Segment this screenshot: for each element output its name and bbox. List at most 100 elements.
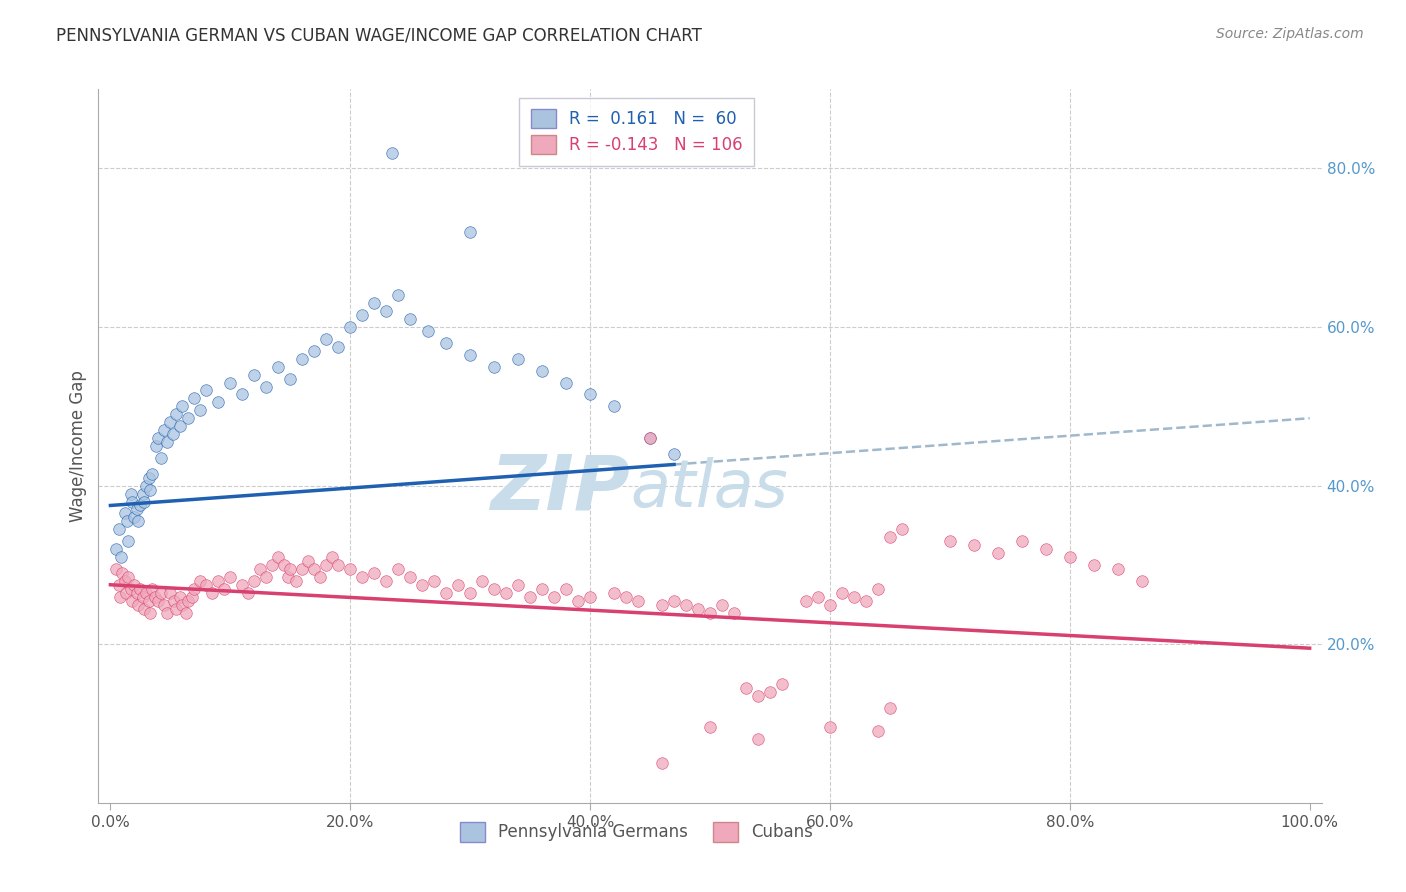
Point bbox=[105, 542, 128, 557]
Point bbox=[963, 538, 986, 552]
Point bbox=[555, 376, 578, 390]
Y-axis label: Wage/Income Gap: Wage/Income Gap bbox=[69, 370, 87, 522]
Point bbox=[315, 558, 337, 572]
Point bbox=[132, 494, 155, 508]
Point bbox=[277, 570, 299, 584]
Point bbox=[219, 570, 242, 584]
Point bbox=[201, 585, 224, 599]
Legend: Pennsylvania Germans, Cubans: Pennsylvania Germans, Cubans bbox=[450, 813, 824, 852]
Point bbox=[273, 558, 295, 572]
Point bbox=[121, 593, 143, 607]
Point bbox=[339, 562, 361, 576]
Point bbox=[183, 392, 205, 406]
Text: atlas: atlas bbox=[630, 457, 789, 521]
Point bbox=[262, 558, 284, 572]
Point bbox=[638, 431, 661, 445]
Point bbox=[614, 590, 637, 604]
Point bbox=[508, 351, 530, 366]
Point bbox=[135, 585, 157, 599]
Point bbox=[121, 494, 143, 508]
Point bbox=[291, 562, 314, 576]
Point bbox=[110, 549, 132, 564]
Point bbox=[447, 578, 470, 592]
Point bbox=[399, 312, 422, 326]
Point bbox=[890, 522, 912, 536]
Point bbox=[278, 371, 301, 385]
Point bbox=[174, 606, 197, 620]
Point bbox=[304, 562, 326, 576]
Point bbox=[699, 721, 721, 735]
Point bbox=[458, 225, 481, 239]
Point bbox=[603, 400, 626, 414]
Point bbox=[866, 724, 889, 739]
Point bbox=[172, 400, 194, 414]
Point bbox=[231, 387, 253, 401]
Point bbox=[145, 439, 167, 453]
Point bbox=[855, 593, 877, 607]
Point bbox=[169, 590, 191, 604]
Point bbox=[747, 732, 769, 747]
Point bbox=[879, 700, 901, 714]
Point bbox=[165, 601, 187, 615]
Point bbox=[471, 574, 494, 588]
Point bbox=[195, 384, 218, 398]
Point bbox=[120, 582, 142, 596]
Point bbox=[238, 585, 260, 599]
Point bbox=[519, 590, 541, 604]
Point bbox=[132, 486, 155, 500]
Point bbox=[125, 585, 148, 599]
Point bbox=[375, 304, 398, 318]
Point bbox=[315, 332, 337, 346]
Point bbox=[747, 689, 769, 703]
Point bbox=[124, 578, 146, 592]
Point bbox=[387, 288, 409, 302]
Point bbox=[831, 585, 853, 599]
Point bbox=[328, 558, 350, 572]
Point bbox=[172, 598, 194, 612]
Point bbox=[108, 522, 129, 536]
Point bbox=[114, 574, 136, 588]
Point bbox=[177, 411, 200, 425]
Point bbox=[381, 145, 404, 160]
Point bbox=[411, 578, 433, 592]
Point bbox=[291, 351, 314, 366]
Point bbox=[651, 598, 673, 612]
Point bbox=[759, 685, 782, 699]
Point bbox=[115, 514, 138, 528]
Point bbox=[108, 578, 129, 592]
Point bbox=[132, 601, 155, 615]
Point bbox=[254, 379, 277, 393]
Point bbox=[458, 585, 481, 599]
Point bbox=[699, 606, 721, 620]
Point bbox=[304, 343, 326, 358]
Point bbox=[399, 570, 422, 584]
Point bbox=[1083, 558, 1105, 572]
Point bbox=[148, 593, 170, 607]
Point bbox=[207, 395, 229, 409]
Point bbox=[1059, 549, 1081, 564]
Point bbox=[177, 593, 200, 607]
Point bbox=[603, 585, 626, 599]
Point bbox=[169, 419, 191, 434]
Point bbox=[1130, 574, 1153, 588]
Point bbox=[138, 471, 160, 485]
Point bbox=[579, 590, 602, 604]
Point bbox=[638, 431, 661, 445]
Point bbox=[153, 423, 176, 437]
Point bbox=[195, 578, 218, 592]
Point bbox=[434, 335, 457, 350]
Point bbox=[686, 601, 709, 615]
Point bbox=[531, 582, 554, 596]
Point bbox=[143, 590, 166, 604]
Point bbox=[267, 359, 290, 374]
Point bbox=[339, 320, 361, 334]
Point bbox=[866, 582, 889, 596]
Point bbox=[278, 562, 301, 576]
Point bbox=[531, 364, 554, 378]
Point bbox=[139, 606, 162, 620]
Point bbox=[243, 574, 266, 588]
Point bbox=[111, 566, 134, 580]
Point bbox=[249, 562, 271, 576]
Point bbox=[735, 681, 758, 695]
Point bbox=[711, 598, 734, 612]
